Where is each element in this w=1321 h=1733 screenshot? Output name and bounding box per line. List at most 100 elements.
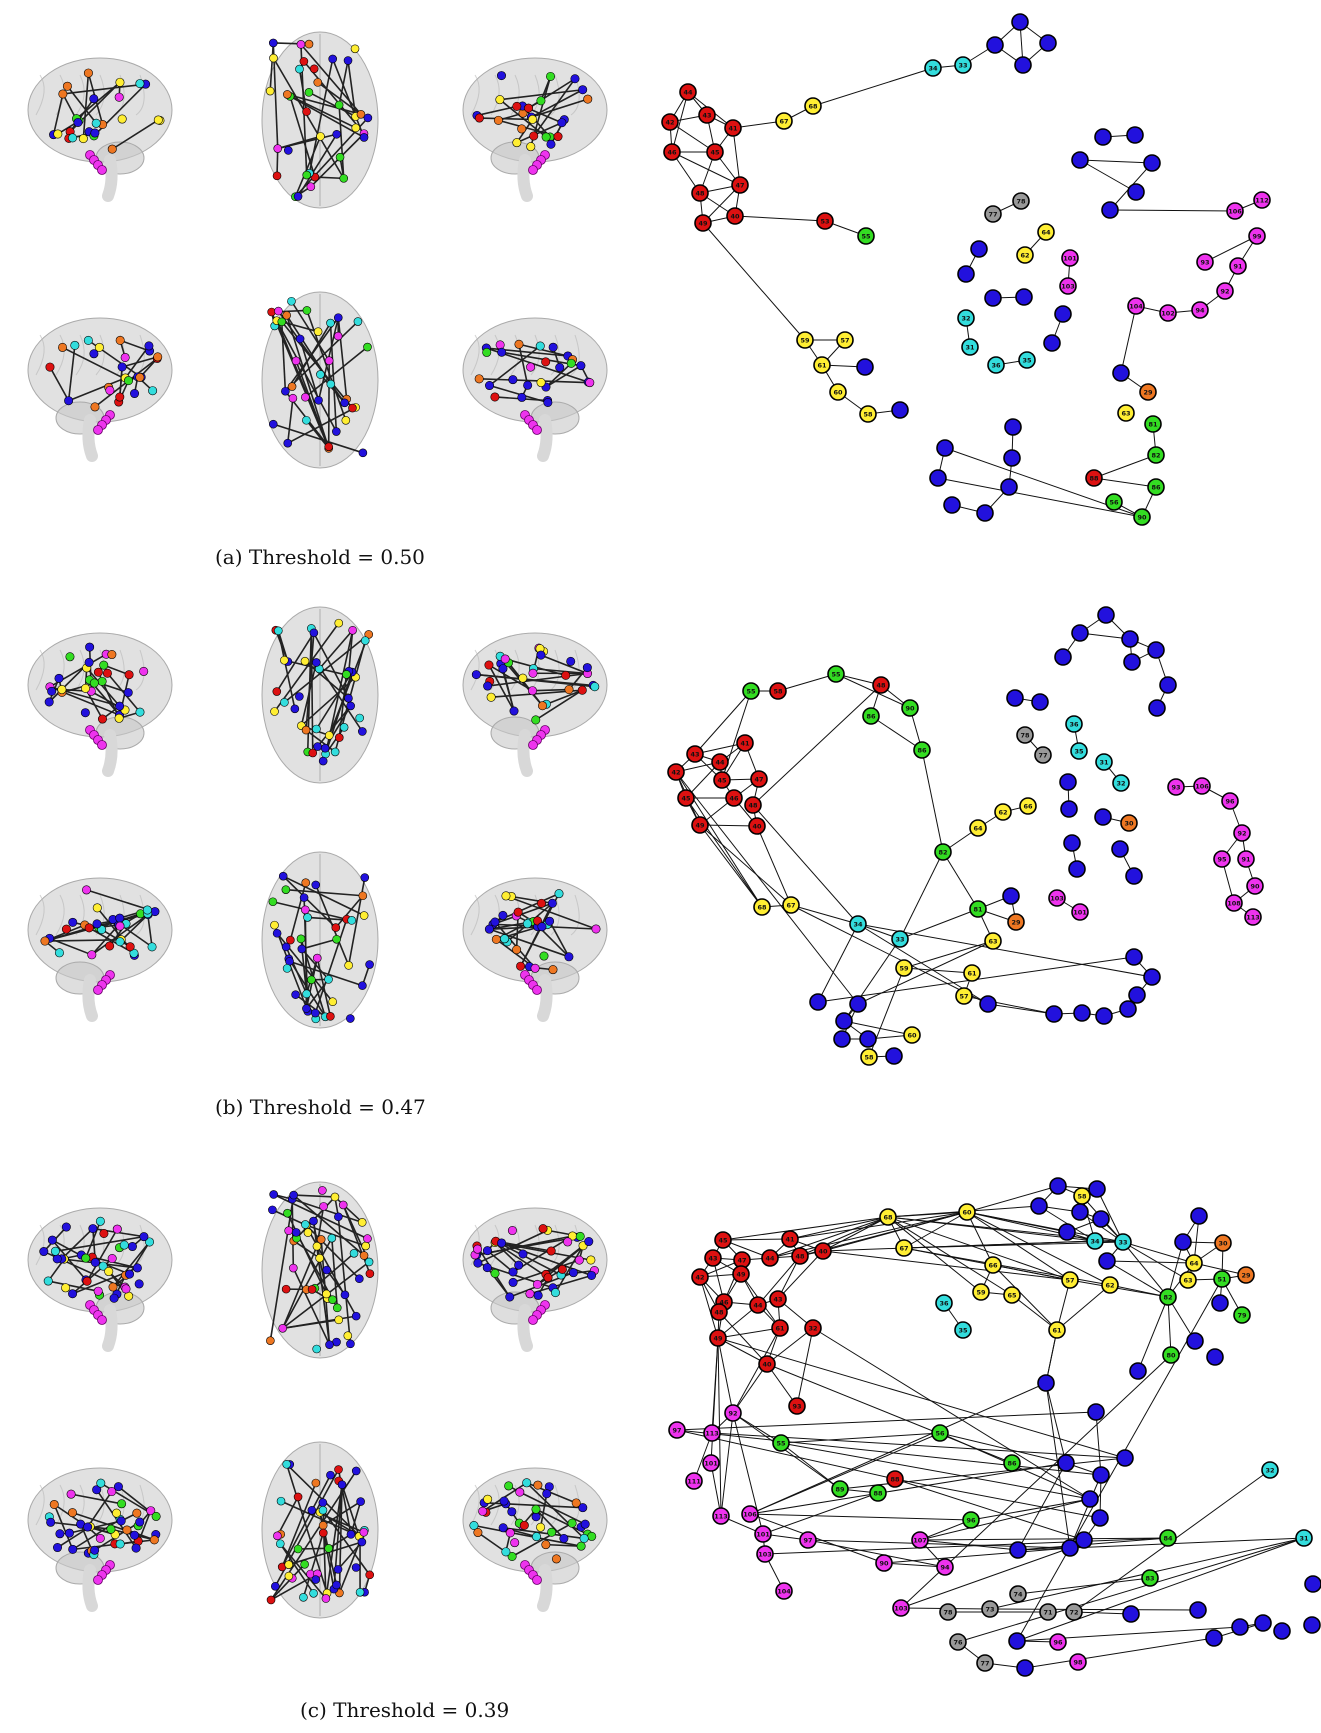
brain-node	[496, 71, 506, 81]
node-label: 63	[1183, 1276, 1192, 1284]
node-label: 31	[965, 343, 975, 351]
graph-node	[891, 401, 909, 419]
graph-edge	[722, 1238, 791, 1241]
node-label: 48	[695, 189, 705, 197]
brain-edge	[86, 1491, 113, 1528]
graph-edge	[1011, 1294, 1058, 1331]
brain-edge	[306, 1224, 366, 1247]
brain-node	[320, 743, 330, 753]
brain-node	[490, 392, 500, 402]
graph-node: 53	[816, 212, 834, 230]
brain-node	[135, 707, 145, 717]
brain-node	[355, 713, 364, 723]
graph-node: 106	[741, 1505, 759, 1523]
node-label: 35	[1022, 356, 1032, 364]
graph-node: 94	[936, 1558, 954, 1576]
brain-node	[147, 942, 157, 952]
graph-node: 88	[869, 1484, 887, 1502]
brain-node	[153, 115, 163, 125]
brain-node	[525, 1289, 535, 1299]
brain-node	[291, 356, 301, 366]
brain-node	[117, 1499, 127, 1509]
brain-node	[321, 1594, 331, 1603]
brain-node	[64, 1528, 74, 1538]
graph-node: 42	[667, 763, 685, 781]
brain-node	[302, 415, 311, 425]
brain-node	[546, 71, 556, 81]
brain-node	[507, 1551, 517, 1561]
brain-node	[586, 1255, 596, 1265]
graph-node: 104	[1127, 297, 1145, 315]
brain-node	[276, 1496, 286, 1506]
brain-node	[52, 1254, 62, 1264]
graph-edge	[966, 1211, 994, 1266]
brain-node	[519, 1520, 529, 1530]
graph-node: 68	[804, 97, 822, 115]
graph-node	[979, 995, 997, 1013]
node-label: 59	[976, 1288, 986, 1296]
brain-node	[283, 1208, 292, 1218]
brain-node	[495, 95, 505, 105]
brain-node	[83, 1522, 93, 1532]
brain-node	[149, 1535, 159, 1545]
brain-node	[265, 86, 275, 96]
brain-node	[105, 941, 115, 951]
brain-node	[107, 144, 117, 154]
node-label: 42	[665, 118, 674, 126]
graph-node: 60	[829, 383, 847, 401]
brain-edge	[505, 895, 597, 930]
brain-node	[591, 924, 601, 934]
node-label: 74	[1013, 1590, 1023, 1598]
graph-node: 57	[955, 987, 973, 1005]
brain-node	[145, 1237, 155, 1247]
graph-node: 31	[1295, 1529, 1313, 1547]
brain-edge	[276, 148, 279, 176]
brain-node	[553, 132, 563, 142]
brain-edge	[304, 346, 368, 398]
brain-edge	[305, 978, 330, 1010]
brain-edge	[272, 900, 347, 921]
graph-edge	[718, 1311, 768, 1365]
node-label: 32	[808, 1324, 817, 1332]
graph-edge	[957, 1537, 1305, 1643]
brain-node	[325, 1340, 334, 1349]
brain-node	[92, 919, 102, 929]
brain-node	[300, 656, 310, 666]
brain-node	[501, 891, 511, 901]
brain-node	[324, 356, 334, 366]
graph-node: 107	[911, 1531, 929, 1549]
brain-node	[528, 165, 538, 175]
node-label: 61	[967, 969, 977, 977]
brain-node	[313, 327, 323, 336]
graph-node	[885, 1047, 903, 1065]
node-label: 45	[681, 794, 691, 802]
brain-edge	[55, 1235, 145, 1253]
brain-node	[514, 339, 524, 349]
node-label: 86	[1007, 1459, 1017, 1467]
graph-edge	[752, 684, 882, 806]
node-label: 82	[938, 848, 947, 856]
brain-node	[115, 701, 125, 711]
brain-edge	[325, 1484, 343, 1599]
brain-node	[365, 1269, 375, 1278]
graph-node: 41	[724, 119, 742, 137]
graph-edge	[1079, 159, 1153, 164]
brain-edge	[289, 882, 307, 941]
brain-view-right-bottom	[462, 1467, 608, 1612]
brain-edge	[516, 121, 563, 144]
graph-node: 48	[710, 1303, 728, 1321]
graph-edge	[749, 1513, 972, 1521]
graph-node: 103	[1059, 277, 1077, 295]
node-label: 67	[786, 901, 795, 909]
brain-node	[80, 683, 90, 693]
graph-edge	[903, 967, 973, 974]
graph-node	[1159, 676, 1177, 694]
brain-edge	[286, 1212, 328, 1295]
node-label: 31	[1099, 758, 1109, 766]
graph-node	[1092, 1466, 1110, 1484]
graph-edge	[685, 797, 763, 908]
graph-node: 34	[924, 59, 942, 77]
brain-edge	[526, 1482, 585, 1540]
graph-node: 40	[748, 817, 766, 835]
graph-node: 86	[1003, 1454, 1021, 1472]
